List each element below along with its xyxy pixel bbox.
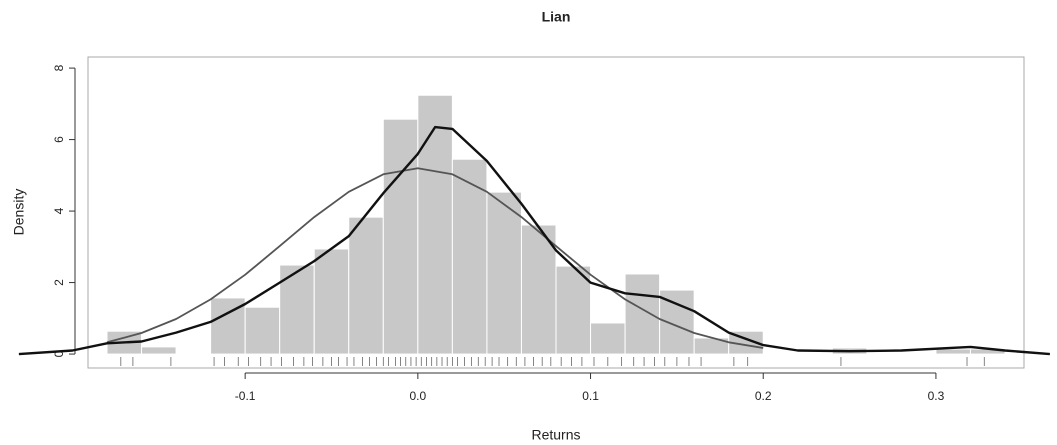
y-tick-label: 4 [52,207,66,214]
y-tick-label: 6 [52,136,66,143]
x-tick-label: 0.2 [755,389,772,403]
plot-frame [87,56,1025,369]
bar [348,216,384,355]
density-curve [18,125,1050,356]
y-tick-label: 8 [52,64,66,71]
x-axis-title: Returns [531,427,580,443]
y-axis-title: Density [11,189,27,236]
x-tick-label: 0.1 [582,389,599,403]
bar [244,306,281,355]
bar [590,322,626,355]
bar [624,273,661,355]
bar [520,224,557,355]
y-tick-label: 0 [52,350,66,357]
bar [313,248,350,355]
x-tick-label: 0.0 [410,389,427,403]
x-tick-label: 0.3 [928,389,945,403]
density-curve [106,167,764,349]
x-tick-label: -0.1 [235,389,256,403]
bar [141,346,177,355]
bar [417,94,453,355]
bar [486,191,522,355]
bar [382,118,419,355]
y-tick-label: 2 [52,279,66,286]
bar [935,348,971,355]
chart-title: Lian [542,9,571,25]
